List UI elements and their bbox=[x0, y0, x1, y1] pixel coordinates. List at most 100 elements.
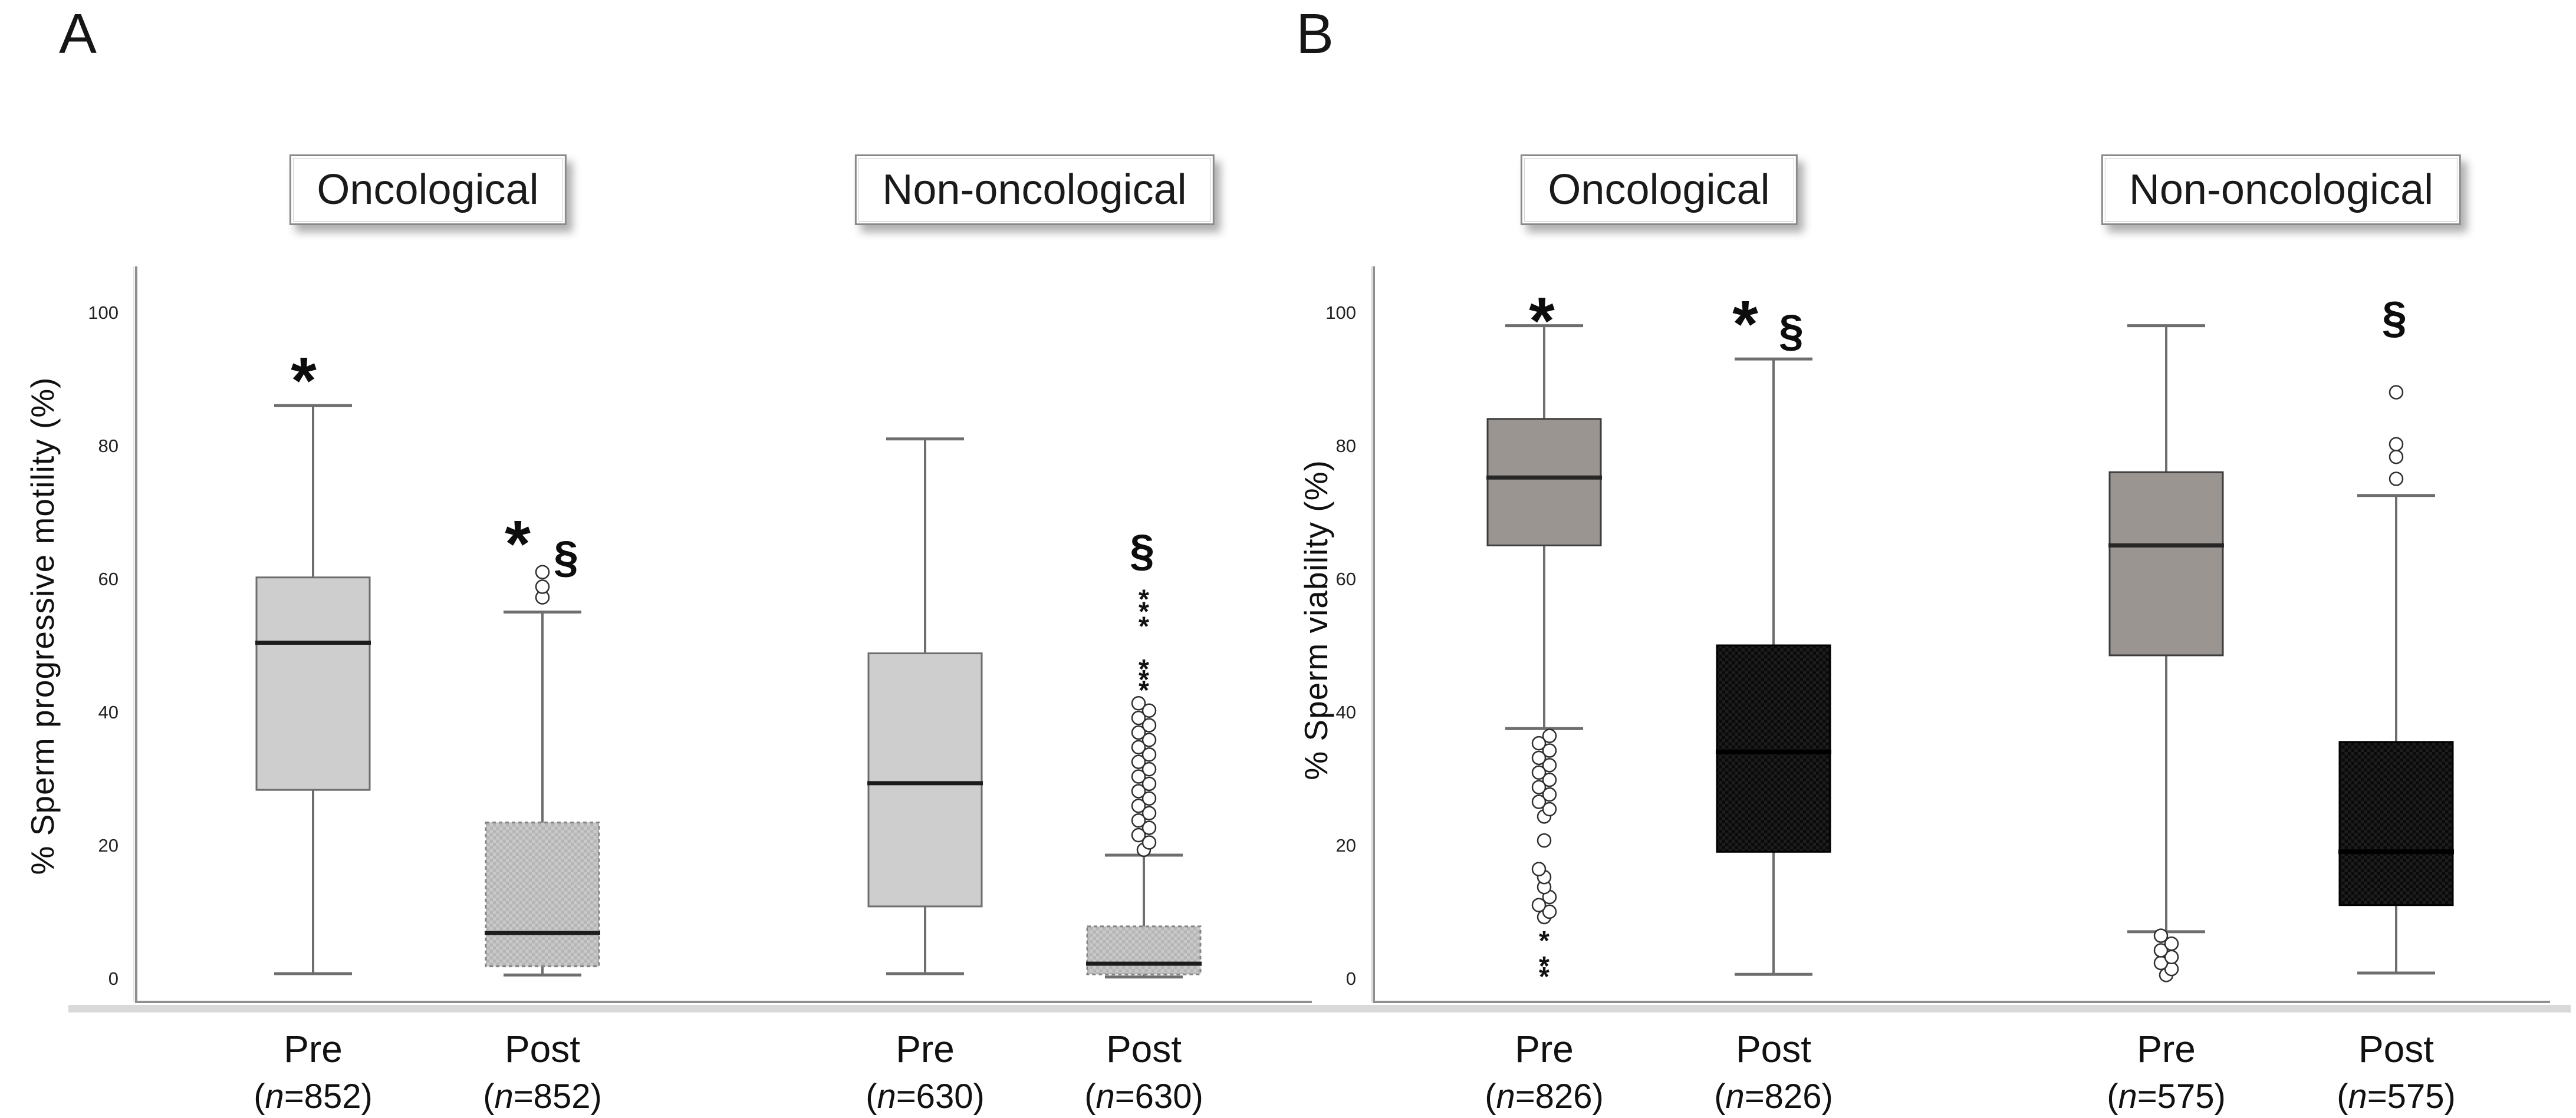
significance-asterisk: * bbox=[1732, 288, 1758, 361]
boxplot-b-non-oncological-pre: Pre (n=575) bbox=[2107, 324, 2226, 1116]
y-axis-tick-label: 0 bbox=[108, 968, 119, 989]
significance-section-sign: § bbox=[554, 532, 578, 582]
outlier-asterisk: * bbox=[1139, 611, 1149, 642]
outlier-circle bbox=[1531, 750, 1547, 766]
outlier-circle bbox=[2389, 385, 2404, 400]
outlier-circle bbox=[535, 579, 550, 594]
outlier-circle bbox=[1141, 820, 1157, 835]
iqr-box bbox=[255, 576, 371, 791]
outlier-circle bbox=[1542, 743, 1557, 758]
significance-asterisk: * bbox=[505, 507, 531, 581]
outlier-circle bbox=[2389, 437, 2404, 451]
category-label: Pre bbox=[896, 1028, 955, 1070]
category-label: Pre bbox=[1515, 1028, 1574, 1070]
outlier-circle bbox=[2153, 943, 2169, 958]
y-axis-tick-label: 20 bbox=[1336, 835, 1356, 856]
outlier-circle bbox=[2389, 471, 2404, 486]
category-label: Pre bbox=[284, 1028, 343, 1070]
outlier-circle bbox=[1542, 802, 1557, 817]
outlier-circle bbox=[1531, 736, 1547, 751]
outlier-asterisk: * bbox=[1139, 664, 1149, 695]
outlier-circle bbox=[1542, 904, 1557, 919]
significance-asterisk: * bbox=[1529, 284, 1555, 358]
sample-size-label: (n=852) bbox=[254, 1077, 373, 1116]
outlier-circle bbox=[1141, 835, 1157, 850]
iqr-box bbox=[1716, 644, 1831, 853]
y-axis-tick-label: 40 bbox=[98, 702, 119, 723]
significance-section-sign: § bbox=[1779, 306, 1804, 356]
outlier-circle bbox=[1141, 733, 1157, 747]
outlier-circle bbox=[1542, 773, 1557, 787]
iqr-box bbox=[2108, 471, 2224, 657]
y-axis-tick-label: 80 bbox=[98, 436, 119, 456]
outlier-circle bbox=[1141, 718, 1157, 733]
y-axis-tick-label: 80 bbox=[1336, 436, 1356, 456]
outlier-asterisk: * bbox=[1139, 654, 1149, 684]
outlier-circle bbox=[1141, 761, 1157, 777]
iqr-box bbox=[485, 822, 600, 968]
group-title-a-non-oncological: Non-oncological bbox=[854, 154, 1215, 225]
x-axis-shadow bbox=[1306, 1005, 2571, 1013]
category-label: Post bbox=[2358, 1028, 2434, 1070]
category-label: Post bbox=[1736, 1028, 1811, 1070]
outlier-circle bbox=[1542, 787, 1557, 802]
x-axis-shadow bbox=[68, 1005, 1333, 1013]
sample-size-label: (n=575) bbox=[2107, 1077, 2226, 1116]
outlier-circle bbox=[1141, 791, 1157, 806]
outlier-circle bbox=[1131, 754, 1146, 769]
group-title-a-oncological: Oncological bbox=[289, 154, 567, 225]
outlier-asterisk: * bbox=[1539, 951, 1549, 981]
boxplot-b-oncological-post: * § Post (n=826) bbox=[1714, 288, 1833, 1116]
outlier-circle bbox=[1131, 769, 1146, 784]
outlier-asterisk: * bbox=[1539, 961, 1549, 992]
outlier-circle bbox=[1131, 799, 1146, 813]
sample-size-label: (n=852) bbox=[483, 1077, 602, 1116]
panel-a-letter: A bbox=[59, 2, 97, 65]
panel-b-letter: B bbox=[1296, 2, 1334, 65]
group-title-b-non-oncological: Non-oncological bbox=[2101, 154, 2462, 225]
boxplot-b-oncological-pre: ****Pre(n=826) bbox=[1485, 284, 1604, 1116]
iqr-box bbox=[867, 652, 983, 908]
outlier-circle bbox=[1141, 776, 1157, 791]
outlier-circle bbox=[1537, 833, 1552, 848]
outlier-asterisk: * bbox=[1139, 675, 1149, 705]
boxplot-a-non-oncological-post: ******§Post(n=630) bbox=[1084, 526, 1203, 1116]
outlier-circle bbox=[1131, 813, 1146, 828]
outlier-circle bbox=[1141, 703, 1157, 718]
boxplot-a-oncological-post: * § Post (n=852) bbox=[483, 507, 602, 1116]
outlier-circle bbox=[1131, 827, 1146, 843]
outlier-circle bbox=[1531, 780, 1547, 794]
outlier-circle bbox=[1141, 747, 1157, 762]
outlier-asterisk: * bbox=[1539, 925, 1549, 956]
boxplot-a-oncological-pre: * Pre (n=852) bbox=[254, 344, 373, 1116]
outlier-asterisk: * bbox=[1139, 596, 1149, 627]
category-label: Pre bbox=[2137, 1028, 2196, 1070]
iqr-box bbox=[1486, 418, 1602, 546]
outlier-circle bbox=[535, 565, 550, 579]
significance-section-sign: § bbox=[2382, 292, 2407, 342]
sample-size-label: (n=630) bbox=[1084, 1077, 1203, 1116]
outlier-circle bbox=[1542, 728, 1557, 743]
sample-size-label: (n=826) bbox=[1485, 1077, 1604, 1116]
iqr-box bbox=[2338, 741, 2454, 906]
sample-size-label: (n=630) bbox=[866, 1077, 985, 1116]
y-axis-tick-label: 0 bbox=[1346, 968, 1356, 989]
sample-size-label: (n=826) bbox=[1714, 1077, 1833, 1116]
outlier-circle bbox=[1531, 794, 1547, 809]
y-axis-tick-label: 100 bbox=[88, 302, 119, 323]
iqr-box bbox=[1086, 925, 1202, 975]
y-axis-tick-label: 60 bbox=[1336, 569, 1356, 589]
outlier-circle bbox=[1131, 740, 1146, 755]
category-label: Post bbox=[505, 1028, 580, 1070]
sample-size-label: (n=575) bbox=[2337, 1077, 2456, 1116]
significance-section-sign: § bbox=[1130, 526, 1154, 576]
y-axis-tick-label: 40 bbox=[1336, 702, 1356, 723]
boxplot-a-non-oncological-pre: Pre (n=630) bbox=[866, 437, 985, 1116]
outlier-circle bbox=[1131, 696, 1146, 711]
outlier-circle bbox=[1531, 765, 1547, 780]
boxplot-b-non-oncological-post: § Post (n=575) bbox=[2337, 292, 2456, 1116]
category-label: Post bbox=[1106, 1028, 1182, 1070]
